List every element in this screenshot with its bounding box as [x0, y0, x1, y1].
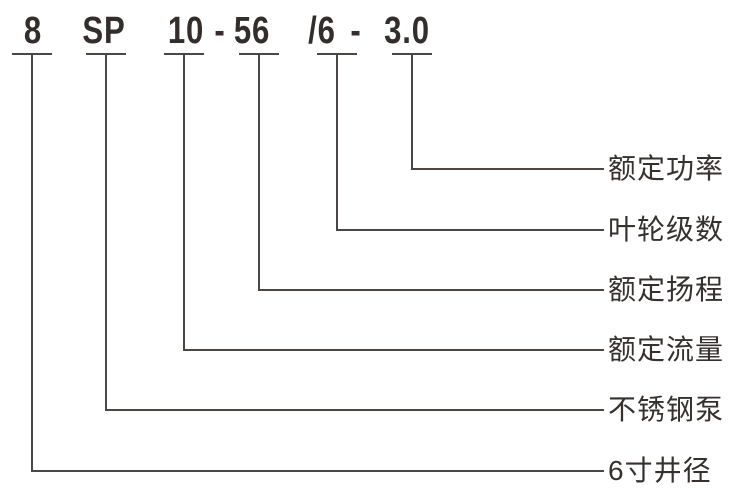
hline-SP — [105, 409, 604, 411]
callout-label-3.0: 额定功率 — [608, 153, 725, 184]
callout-label-56: 额定扬程 — [608, 274, 725, 305]
tick-under-8 — [12, 53, 52, 55]
callout-label-SP: 不锈钢泵 — [608, 394, 725, 425]
vline-3.0 — [411, 55, 413, 170]
model-token-hyphen: - — [214, 10, 226, 52]
tick-under-SP — [86, 53, 126, 55]
model-token-3.0: 3.0 — [384, 10, 430, 52]
model-token-SP: SP — [82, 10, 126, 52]
tick-under-56 — [239, 53, 279, 55]
callout-label-10: 额定流量 — [608, 334, 725, 365]
tick-under-3.0 — [392, 53, 432, 55]
model-token-hyphen: - — [350, 10, 362, 52]
vline-6 — [336, 55, 338, 231]
hline-3.0 — [411, 168, 604, 170]
model-token-8: 8 — [23, 10, 43, 52]
model-token-56: 56 — [233, 10, 271, 52]
model-token-6: /6 — [308, 10, 336, 52]
tick-under-6 — [317, 53, 357, 55]
vline-SP — [105, 55, 107, 411]
hline-6 — [336, 229, 604, 231]
callout-label-8: 6寸井径 — [608, 455, 712, 486]
hline-10 — [183, 349, 604, 351]
model-token-10: 10 — [167, 10, 205, 52]
vline-56 — [258, 55, 260, 291]
tick-under-10 — [164, 53, 204, 55]
vline-8 — [31, 55, 33, 472]
callout-label-6: 叶轮级数 — [608, 214, 725, 245]
hline-56 — [258, 289, 604, 291]
hline-8 — [31, 470, 604, 472]
vline-10 — [183, 55, 185, 351]
